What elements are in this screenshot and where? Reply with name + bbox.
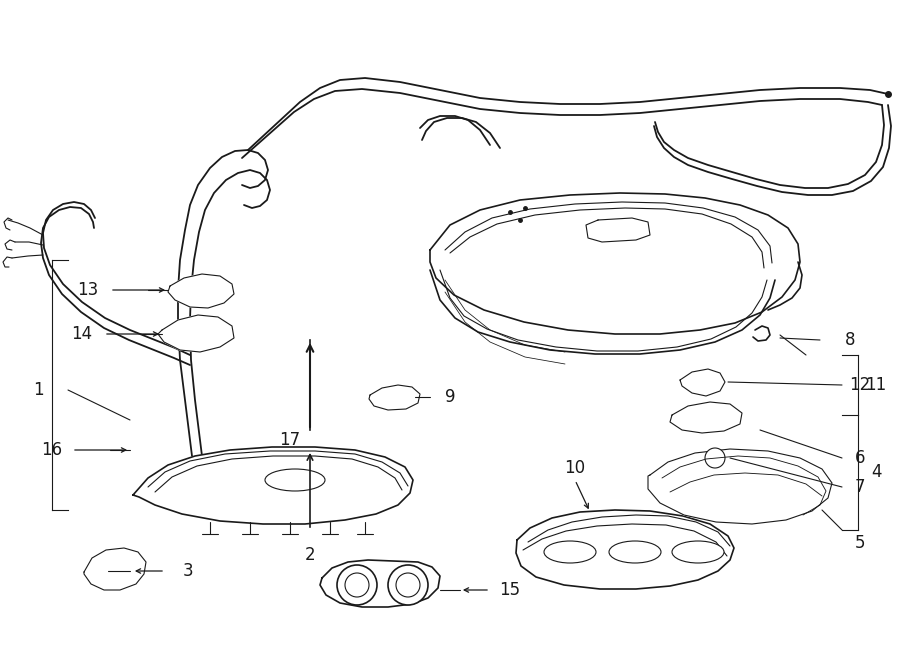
Circle shape bbox=[388, 565, 428, 605]
Polygon shape bbox=[648, 449, 832, 524]
Text: 3: 3 bbox=[183, 562, 194, 580]
Polygon shape bbox=[670, 402, 742, 433]
Polygon shape bbox=[133, 447, 413, 524]
Text: 9: 9 bbox=[445, 388, 455, 406]
Ellipse shape bbox=[265, 469, 325, 491]
Text: 14: 14 bbox=[71, 325, 93, 343]
Polygon shape bbox=[369, 385, 420, 410]
Text: 6: 6 bbox=[855, 449, 865, 467]
Text: 12: 12 bbox=[850, 376, 870, 394]
Polygon shape bbox=[320, 560, 440, 607]
Text: 1: 1 bbox=[32, 381, 43, 399]
Text: 4: 4 bbox=[871, 463, 881, 481]
Polygon shape bbox=[430, 193, 800, 334]
Text: 11: 11 bbox=[866, 376, 886, 394]
Polygon shape bbox=[516, 510, 734, 589]
Text: 17: 17 bbox=[279, 431, 301, 449]
Polygon shape bbox=[158, 315, 234, 352]
Polygon shape bbox=[680, 369, 725, 396]
Text: 16: 16 bbox=[41, 441, 63, 459]
Text: 7: 7 bbox=[855, 478, 865, 496]
Polygon shape bbox=[586, 218, 650, 242]
Polygon shape bbox=[84, 548, 146, 590]
Text: 2: 2 bbox=[305, 546, 315, 564]
Text: 8: 8 bbox=[845, 331, 855, 349]
Text: 13: 13 bbox=[77, 281, 99, 299]
Text: 10: 10 bbox=[564, 459, 586, 477]
Circle shape bbox=[337, 565, 377, 605]
Text: 15: 15 bbox=[500, 581, 520, 599]
Ellipse shape bbox=[609, 541, 661, 563]
Ellipse shape bbox=[544, 541, 596, 563]
Circle shape bbox=[705, 448, 725, 468]
Polygon shape bbox=[168, 274, 234, 308]
Ellipse shape bbox=[672, 541, 724, 563]
Text: 5: 5 bbox=[855, 534, 865, 552]
